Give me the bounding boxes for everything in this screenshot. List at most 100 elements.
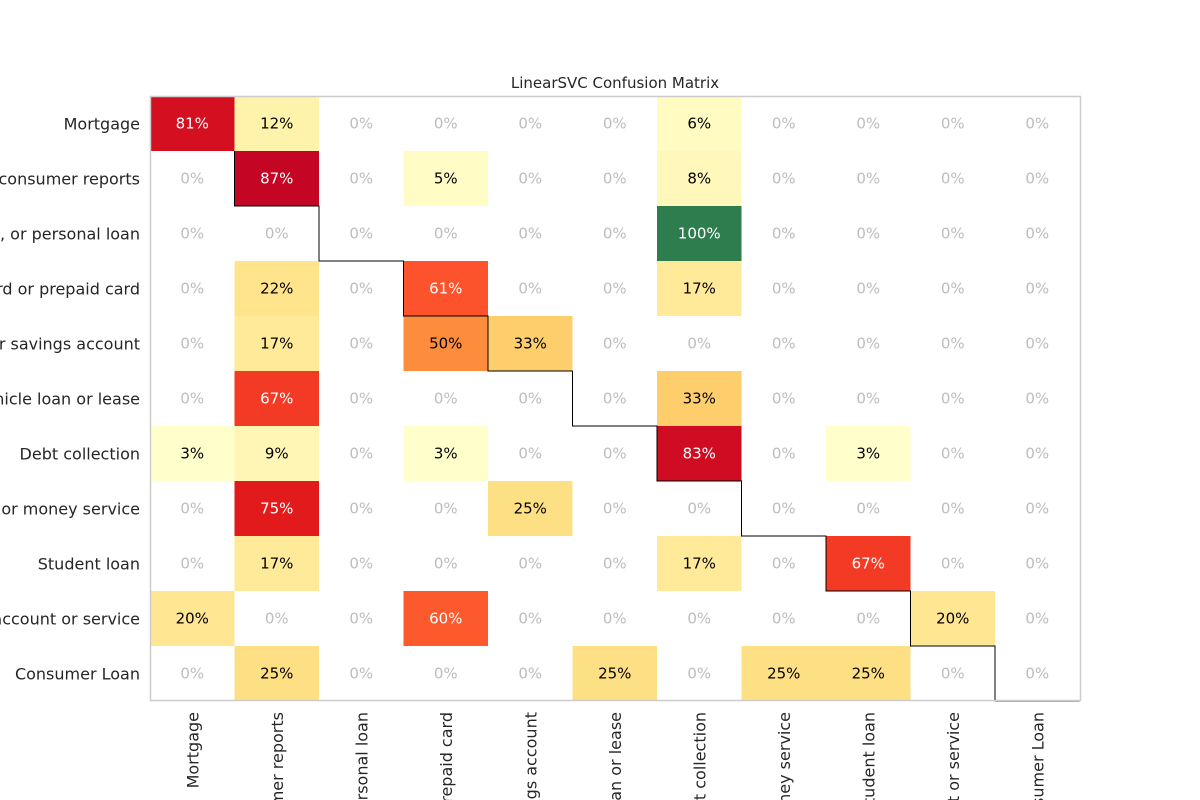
cell-value-label: 0%	[349, 170, 373, 188]
heatmap-cell	[995, 261, 1080, 316]
heatmap-cell	[403, 316, 488, 371]
cell-value-label: 0%	[603, 335, 627, 353]
cell-value-label: 0%	[518, 665, 542, 683]
cell-value-label: 0%	[856, 335, 880, 353]
heatmap-cell	[234, 426, 319, 481]
cell-value-label: 0%	[1025, 335, 1049, 353]
cell-value-label: 0%	[856, 500, 880, 518]
cell-value-label: 25%	[598, 665, 631, 683]
diagonal-step-line	[234, 151, 1080, 702]
heatmap-cell	[150, 481, 235, 536]
heatmap-cell	[319, 371, 404, 426]
cell-value-label: 81%	[176, 115, 209, 133]
chart-title: LinearSVC Confusion Matrix	[511, 74, 719, 92]
heatmap-cell	[995, 646, 1080, 701]
x-tick-label: nt or service	[944, 712, 963, 800]
heatmap-cell	[488, 206, 573, 261]
cell-value-label: 9%	[265, 445, 289, 463]
heatmap-cells: 81% 12% 0% 0% 0% 0% 6% 0% 0% 0% 0% 0% 87% 0% 5% 0% 0% 8% 0…	[150, 96, 1080, 701]
heatmap-cell	[657, 96, 742, 151]
heatmap-cell	[826, 536, 911, 591]
heatmap-cell	[826, 591, 911, 646]
heatmap-cell	[826, 96, 911, 151]
heatmap-cell	[657, 206, 742, 261]
y-tick-label: ard or prepaid card	[0, 280, 140, 299]
cell-value-label: 0%	[603, 170, 627, 188]
heatmap-cell	[234, 151, 319, 206]
heatmap-cell	[150, 151, 235, 206]
cell-value-label: 0%	[772, 225, 796, 243]
heatmap-cell	[657, 481, 742, 536]
heatmap-cell	[150, 206, 235, 261]
heatmap-cell	[488, 96, 573, 151]
cell-value-label: 0%	[603, 555, 627, 573]
y-tick-label: al consumer reports	[0, 170, 140, 189]
heatmap-cell	[234, 646, 319, 701]
cell-value-label: 0%	[434, 225, 458, 243]
heatmap-cell	[910, 591, 995, 646]
heatmap-cell	[826, 206, 911, 261]
heatmap-cell	[657, 371, 742, 426]
y-axis-labels: Mortgage al consumer reports an, or person…	[0, 115, 140, 684]
cell-value-label: 5%	[434, 170, 458, 188]
cell-value-label: 17%	[683, 280, 716, 298]
cell-value-label: 0%	[941, 225, 965, 243]
heatmap-cell	[657, 426, 742, 481]
heatmap-cell	[995, 96, 1080, 151]
cell-value-label: 0%	[772, 280, 796, 298]
heatmap-cell	[910, 96, 995, 151]
cell-value-label: 0%	[518, 115, 542, 133]
cell-value-label: 0%	[434, 555, 458, 573]
cell-value-label: 0%	[941, 665, 965, 683]
heatmap-cell	[234, 481, 319, 536]
cell-value-label: 0%	[941, 500, 965, 518]
heatmap-cell	[572, 591, 657, 646]
cell-value-label: 0%	[941, 280, 965, 298]
heatmap-cell	[910, 371, 995, 426]
heatmap-cell	[572, 426, 657, 481]
heatmap-cell	[910, 316, 995, 371]
cell-value-label: 50%	[429, 335, 462, 353]
heatmap-cell	[741, 536, 826, 591]
cell-value-label: 0%	[518, 555, 542, 573]
heatmap-cell	[741, 646, 826, 701]
y-tick-label: Student loan	[38, 555, 140, 574]
cell-value-label: 0%	[941, 115, 965, 133]
heatmap-cell	[910, 206, 995, 261]
heatmap-cell	[995, 371, 1080, 426]
heatmap-cell	[403, 481, 488, 536]
cell-value-label: 0%	[349, 335, 373, 353]
heatmap-cell	[150, 591, 235, 646]
heatmap-cell	[319, 261, 404, 316]
cell-value-label: 0%	[772, 115, 796, 133]
cell-value-label: 0%	[180, 335, 204, 353]
cell-value-label: 0%	[180, 280, 204, 298]
heatmap-cell	[234, 591, 319, 646]
cell-value-label: 3%	[180, 445, 204, 463]
heatmap-cell	[488, 261, 573, 316]
cell-value-label: 0%	[687, 500, 711, 518]
heatmap-cell	[826, 646, 911, 701]
heatmap-cell	[657, 261, 742, 316]
heatmap-cell	[234, 261, 319, 316]
cell-value-label: 0%	[349, 665, 373, 683]
cell-value-label: 0%	[349, 225, 373, 243]
heatmap-cell	[150, 646, 235, 701]
cell-value-label: 6%	[687, 115, 711, 133]
heatmap-cell	[910, 151, 995, 206]
cell-value-label: 0%	[1025, 665, 1049, 683]
cell-value-label: 0%	[265, 225, 289, 243]
cell-value-label: 0%	[1025, 170, 1049, 188]
cell-value-label: 3%	[434, 445, 458, 463]
cell-value-label: 0%	[434, 665, 458, 683]
cell-value-label: 0%	[856, 280, 880, 298]
heatmap-cell	[488, 426, 573, 481]
heatmap-cell	[826, 426, 911, 481]
heatmap-cell	[657, 316, 742, 371]
heatmap-cell	[488, 481, 573, 536]
cell-value-label: 3%	[856, 445, 880, 463]
cell-value-label: 0%	[180, 390, 204, 408]
cell-value-label: 60%	[429, 610, 462, 628]
heatmap-cell	[319, 481, 404, 536]
heatmap-cell	[910, 646, 995, 701]
